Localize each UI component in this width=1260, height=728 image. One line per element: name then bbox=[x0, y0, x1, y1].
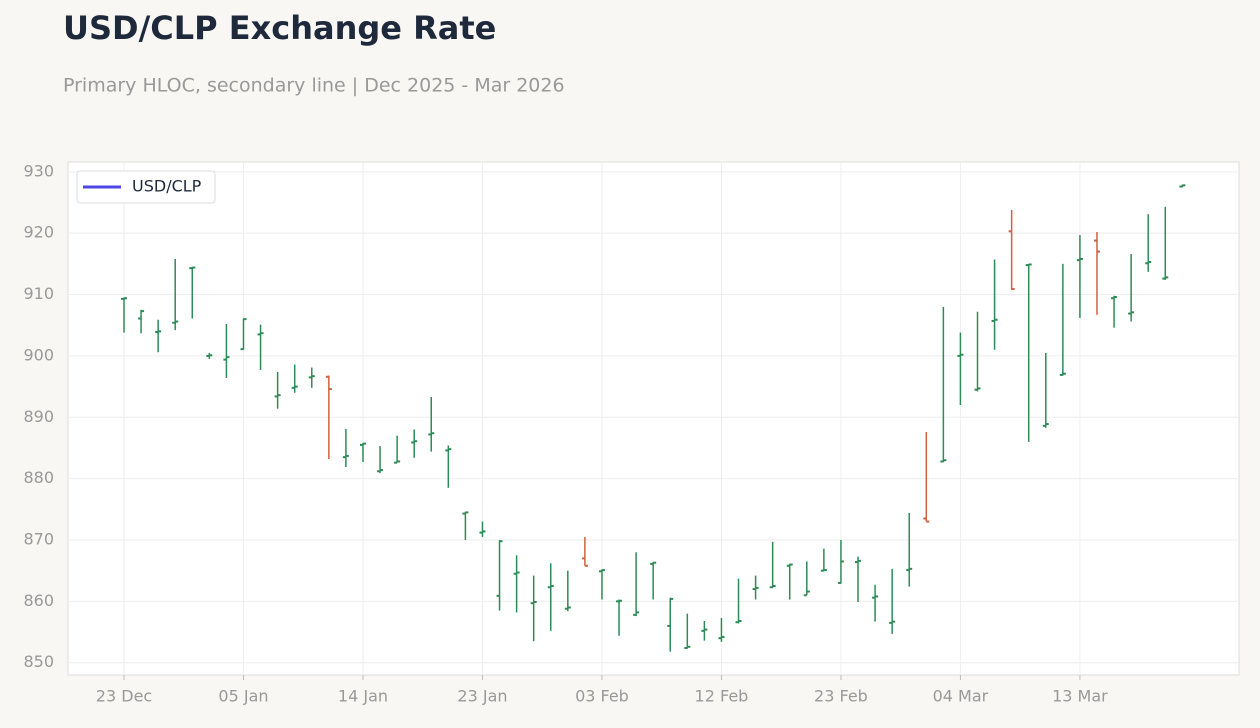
x-tick-label: 23 Jan bbox=[457, 687, 507, 706]
y-tick-label: 880 bbox=[23, 468, 54, 487]
x-tick-label: 05 Jan bbox=[218, 687, 268, 706]
y-tick-label: 890 bbox=[23, 407, 54, 426]
x-tick-label: 23 Dec bbox=[96, 687, 152, 706]
legend-box bbox=[76, 170, 216, 204]
y-tick-label: 860 bbox=[23, 591, 54, 610]
x-tick-label: 12 Feb bbox=[695, 687, 749, 706]
y-tick-label: 850 bbox=[23, 652, 54, 671]
y-tick-label: 870 bbox=[23, 530, 54, 549]
y-tick-label: 910 bbox=[23, 284, 54, 303]
x-tick-label: 23 Feb bbox=[814, 687, 868, 706]
chart-subtitle: Primary HLOC, secondary line | Dec 2025 … bbox=[63, 75, 565, 97]
x-tick-label: 14 Jan bbox=[338, 687, 388, 706]
y-tick-label: 900 bbox=[23, 345, 54, 364]
x-tick-label: 03 Feb bbox=[575, 687, 629, 706]
legend-label: USD/CLP bbox=[132, 177, 202, 196]
chart-title: USD/CLP Exchange Rate bbox=[63, 9, 496, 47]
y-tick-label: 930 bbox=[23, 161, 54, 180]
y-tick-label: 920 bbox=[23, 223, 54, 242]
x-tick-label: 04 Mar bbox=[933, 687, 989, 706]
x-tick-label: 13 Mar bbox=[1052, 687, 1108, 706]
